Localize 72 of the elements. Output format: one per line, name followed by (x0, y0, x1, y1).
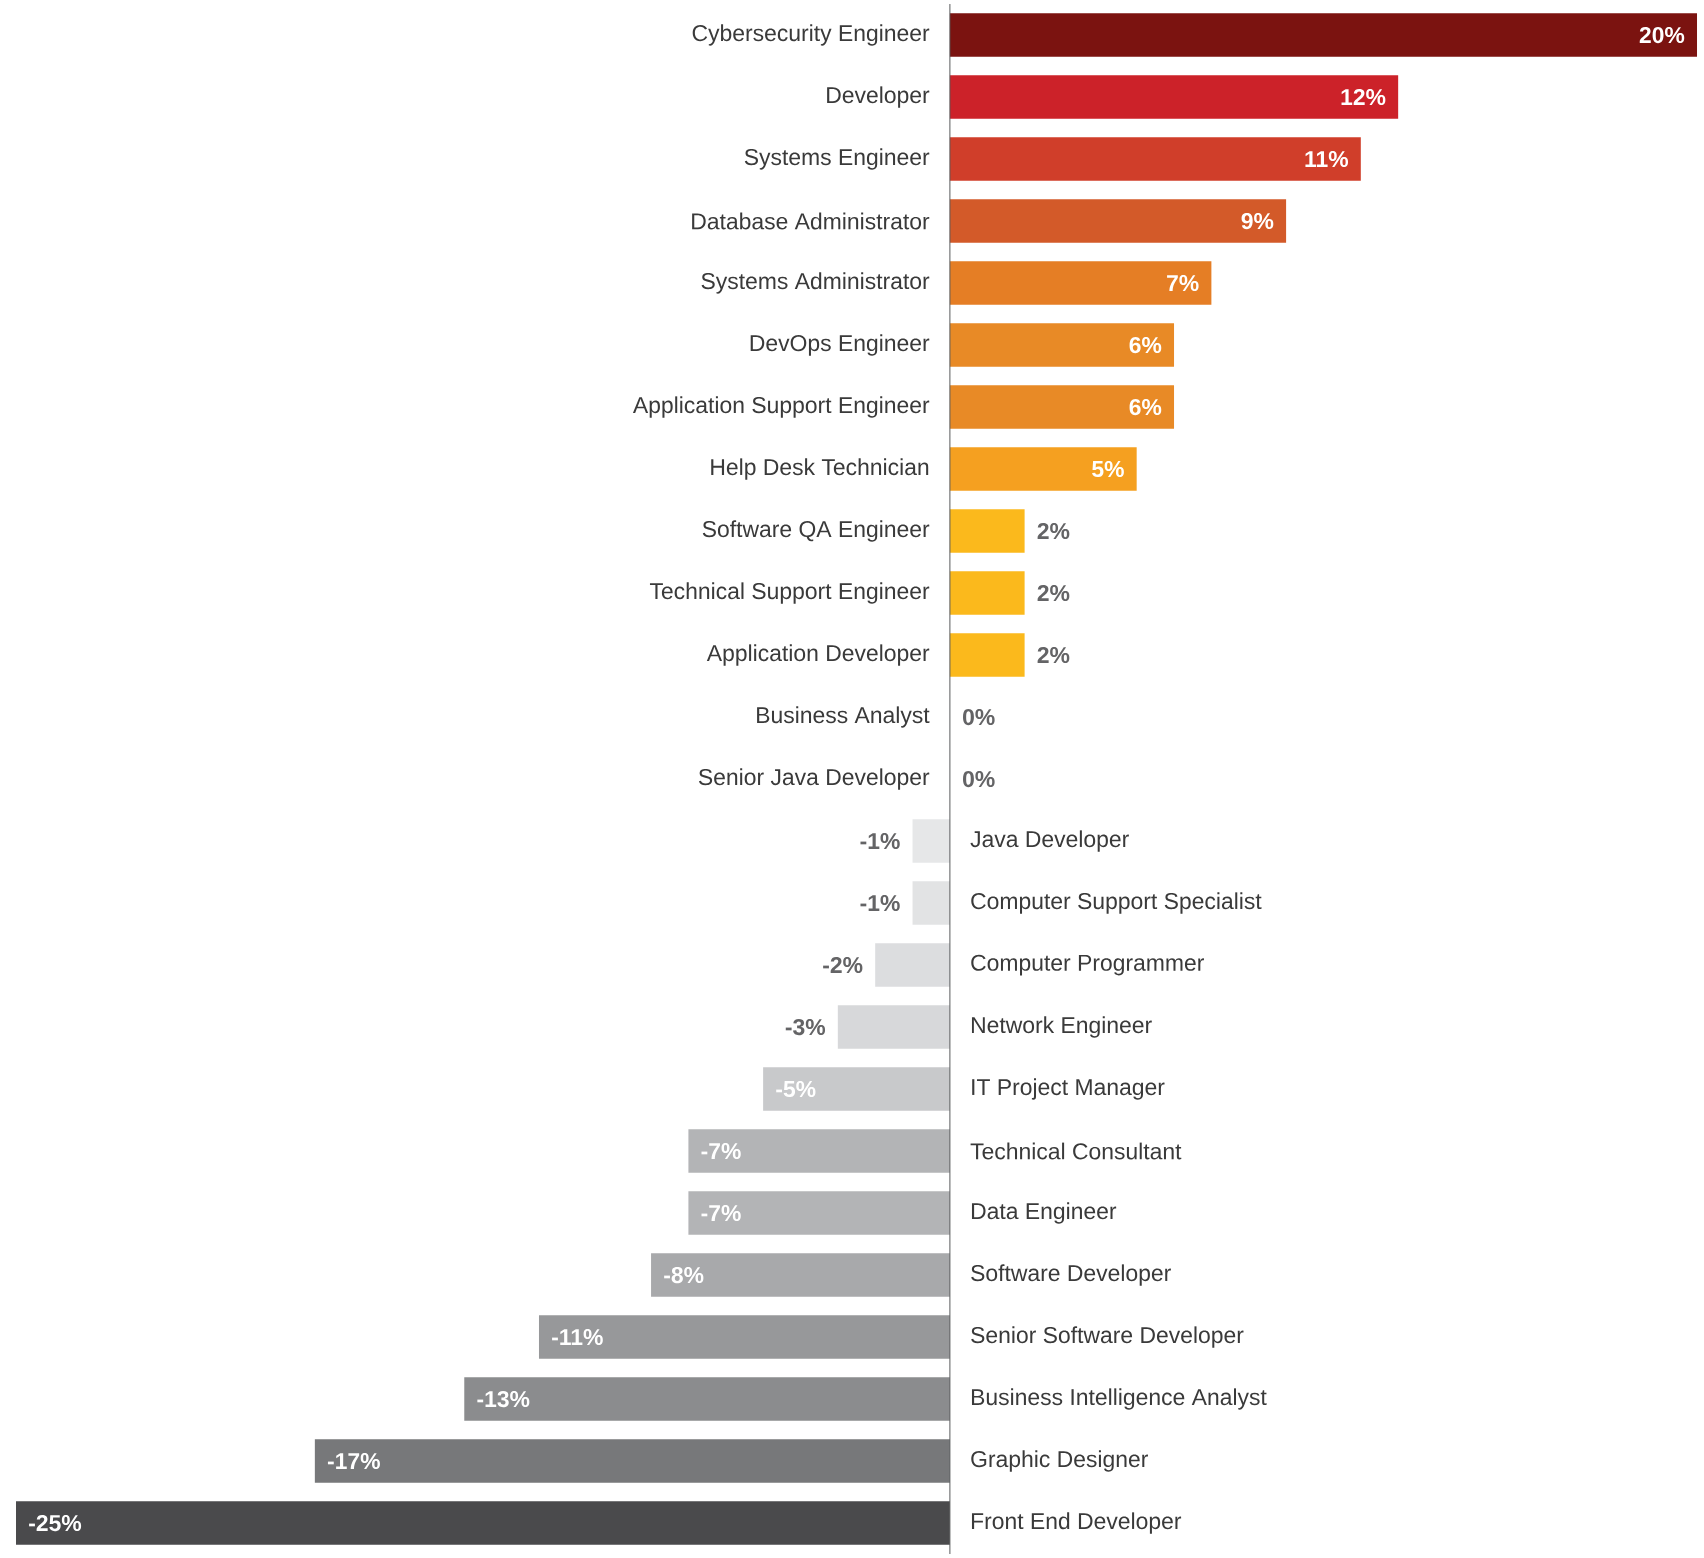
y-tick-label: IT Project Manager (972, 1078, 1165, 1100)
y-tick-label: Systems Engineer (744, 148, 930, 170)
data-label: -17% (327, 1452, 380, 1470)
y-tick-label: Java Developer (970, 830, 1129, 852)
data-label: 2% (1037, 584, 1070, 602)
data-label: -2% (823, 956, 863, 974)
y-tick-label: Developer (827, 86, 930, 108)
data-label: 2% (1037, 646, 1070, 664)
data-label: 6% (1129, 398, 1162, 416)
bar (949, 75, 1399, 119)
data-label: -8% (664, 1266, 704, 1284)
y-tick-label: Computer Programmer (971, 954, 1204, 976)
bar (949, 447, 1137, 491)
data-label: 5% (1092, 460, 1124, 478)
y-tick-label: Front End Developer (971, 1512, 1182, 1534)
bar (875, 943, 950, 987)
data-label: 20% (1639, 26, 1685, 44)
y-tick-label: Technical Support Engineer (649, 582, 930, 604)
y-tick-label: Senior Software Developer (971, 1326, 1244, 1348)
y-tick-label: Application Support Engineer (632, 396, 930, 418)
bar (688, 1129, 950, 1173)
bar (763, 1067, 950, 1111)
bar (949, 199, 1287, 243)
y-tick-label: Business Intelligence Analyst (971, 1388, 1267, 1410)
data-label: 2% (1037, 522, 1070, 540)
data-label: 7% (1167, 274, 1199, 292)
data-label: -25% (29, 1514, 82, 1532)
y-tick-label: Application Developer (706, 644, 930, 666)
y-tick-label: Computer Support Specialist (971, 892, 1262, 914)
data-label: 0% (963, 708, 995, 726)
y-tick-label: Systems Administrator (701, 272, 930, 294)
bar (651, 1253, 950, 1297)
y-tick-label: Software Developer (971, 1264, 1171, 1286)
data-label: -1% (860, 832, 900, 850)
y-tick-label: Technical Consultant (970, 1142, 1182, 1160)
y-tick-label: Data Engineer (971, 1202, 1117, 1224)
data-label: 9% (1241, 212, 1274, 230)
data-label: 12% (1341, 88, 1386, 106)
bar (314, 1439, 950, 1483)
data-label: 6% (1129, 336, 1162, 354)
bar (949, 323, 1175, 367)
data-label: 11% (1305, 150, 1349, 168)
data-label: -11% (552, 1328, 603, 1346)
y-tick-label: DevOps Engineer (750, 334, 930, 356)
bar (464, 1377, 950, 1421)
bar (16, 1501, 950, 1545)
data-label: -7% (701, 1204, 741, 1222)
bar (912, 881, 950, 925)
bar (949, 13, 1698, 57)
y-tick-label: Cybersecurity Engineer (692, 24, 930, 46)
bar (949, 633, 1025, 677)
data-label: -3% (785, 1018, 826, 1036)
y-tick-label: Network Engineer (971, 1016, 1152, 1038)
data-label: -7% (701, 1142, 741, 1160)
data-label: -13% (477, 1390, 530, 1408)
bar (837, 1005, 950, 1049)
bar (949, 261, 1212, 305)
data-label: -1% (860, 894, 900, 912)
bar (688, 1191, 950, 1235)
bar (949, 509, 1025, 553)
bar (949, 137, 1361, 181)
y-tick-label: Software QA Engineer (702, 520, 930, 542)
bar (949, 385, 1175, 429)
data-label: 0% (963, 770, 995, 788)
bar (912, 819, 950, 863)
bar (538, 1315, 950, 1359)
y-tick-label: Help Desk Technician (711, 458, 929, 480)
y-tick-label: Graphic Designer (971, 1450, 1148, 1472)
y-tick-label: Business Analyst (757, 706, 930, 728)
y-tick-label: Senior Java Developer (698, 768, 930, 790)
bar (949, 571, 1025, 615)
y-tick-label: Database Administrator (692, 212, 930, 230)
